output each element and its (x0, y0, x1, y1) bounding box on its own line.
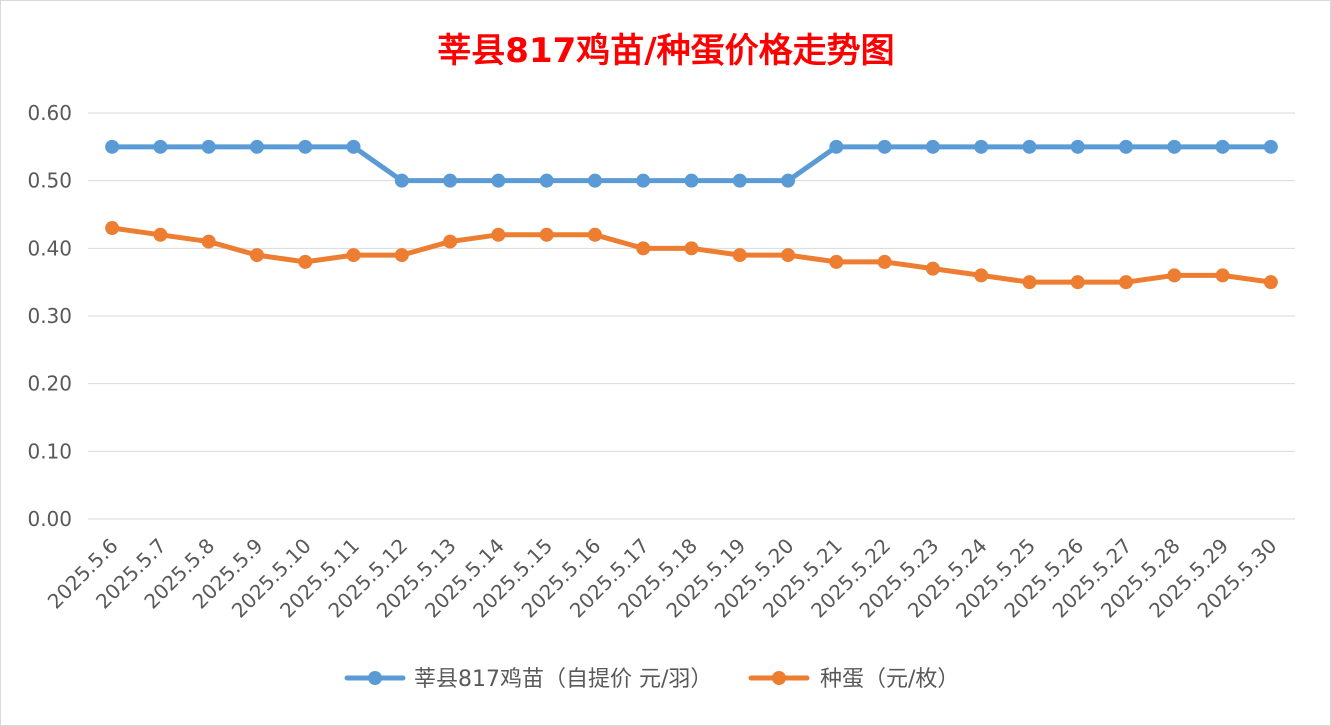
data-point (201, 139, 216, 154)
data-point (974, 268, 989, 283)
data-point (684, 241, 699, 256)
y-tick-label: 0.60 (27, 101, 72, 125)
data-point (539, 227, 554, 242)
y-tick-label: 0.40 (27, 236, 72, 260)
x-axis: 2025.5.62025.5.72025.5.82025.5.92025.5.1… (43, 534, 1282, 623)
data-point (829, 139, 844, 154)
y-axis: 0.00 0.10 0.20 0.30 0.40 0.50 0.60 (27, 101, 72, 531)
data-point (394, 248, 409, 263)
y-tick-label: 0.10 (27, 439, 72, 463)
data-point (201, 234, 216, 249)
data-point (1119, 139, 1134, 154)
data-point (781, 248, 796, 263)
data-point (394, 173, 409, 188)
y-tick-label: 0.50 (27, 169, 72, 193)
series-layer (105, 139, 1278, 290)
data-point (1215, 268, 1230, 283)
legend-label: 莘县817鸡苗（自提价 元/羽） (414, 667, 712, 692)
data-point (1215, 139, 1230, 154)
data-point (539, 173, 554, 188)
y-tick-label: 0.00 (27, 507, 72, 531)
series-2 (105, 221, 1278, 290)
chart-title: 莘县817鸡苗/种蛋价格走势图 (437, 31, 894, 71)
legend-item: 莘县817鸡苗（自提价 元/羽） (344, 667, 712, 692)
data-point (443, 173, 458, 188)
y-tick-label: 0.20 (27, 372, 72, 396)
data-point (636, 173, 651, 188)
data-point (443, 234, 458, 249)
legend: 莘县817鸡苗（自提价 元/羽） 种蛋（元/枚） (344, 667, 959, 692)
data-point (346, 139, 361, 154)
y-tick-label: 0.30 (27, 304, 72, 328)
data-point (974, 139, 989, 154)
data-point (298, 139, 313, 154)
data-point (1119, 275, 1134, 290)
data-point (877, 254, 892, 269)
data-point (925, 139, 940, 154)
data-point (1022, 275, 1037, 290)
data-point (1022, 139, 1037, 154)
data-point (1070, 139, 1085, 154)
data-point (249, 248, 264, 263)
data-point (1263, 275, 1278, 290)
data-point (829, 254, 844, 269)
legend-swatch-marker (772, 671, 786, 685)
data-point (925, 261, 940, 276)
data-point (1070, 275, 1085, 290)
legend-swatch-marker (368, 671, 382, 685)
data-point (587, 173, 602, 188)
data-point (1263, 139, 1278, 154)
data-point (153, 227, 168, 242)
data-point (732, 173, 747, 188)
data-point (249, 139, 264, 154)
legend-item: 种蛋（元/枚） (748, 667, 959, 692)
data-point (491, 173, 506, 188)
data-point (587, 227, 602, 242)
data-point (877, 139, 892, 154)
data-point (298, 254, 313, 269)
series-1 (105, 139, 1278, 188)
data-point (491, 227, 506, 242)
data-point (1167, 139, 1182, 154)
data-point (636, 241, 651, 256)
data-point (153, 139, 168, 154)
legend-label: 种蛋（元/枚） (820, 667, 959, 692)
data-point (684, 173, 699, 188)
data-point (105, 221, 120, 236)
data-point (105, 139, 120, 154)
data-point (346, 248, 361, 263)
data-point (781, 173, 796, 188)
data-point (732, 248, 747, 263)
data-point (1167, 268, 1182, 283)
